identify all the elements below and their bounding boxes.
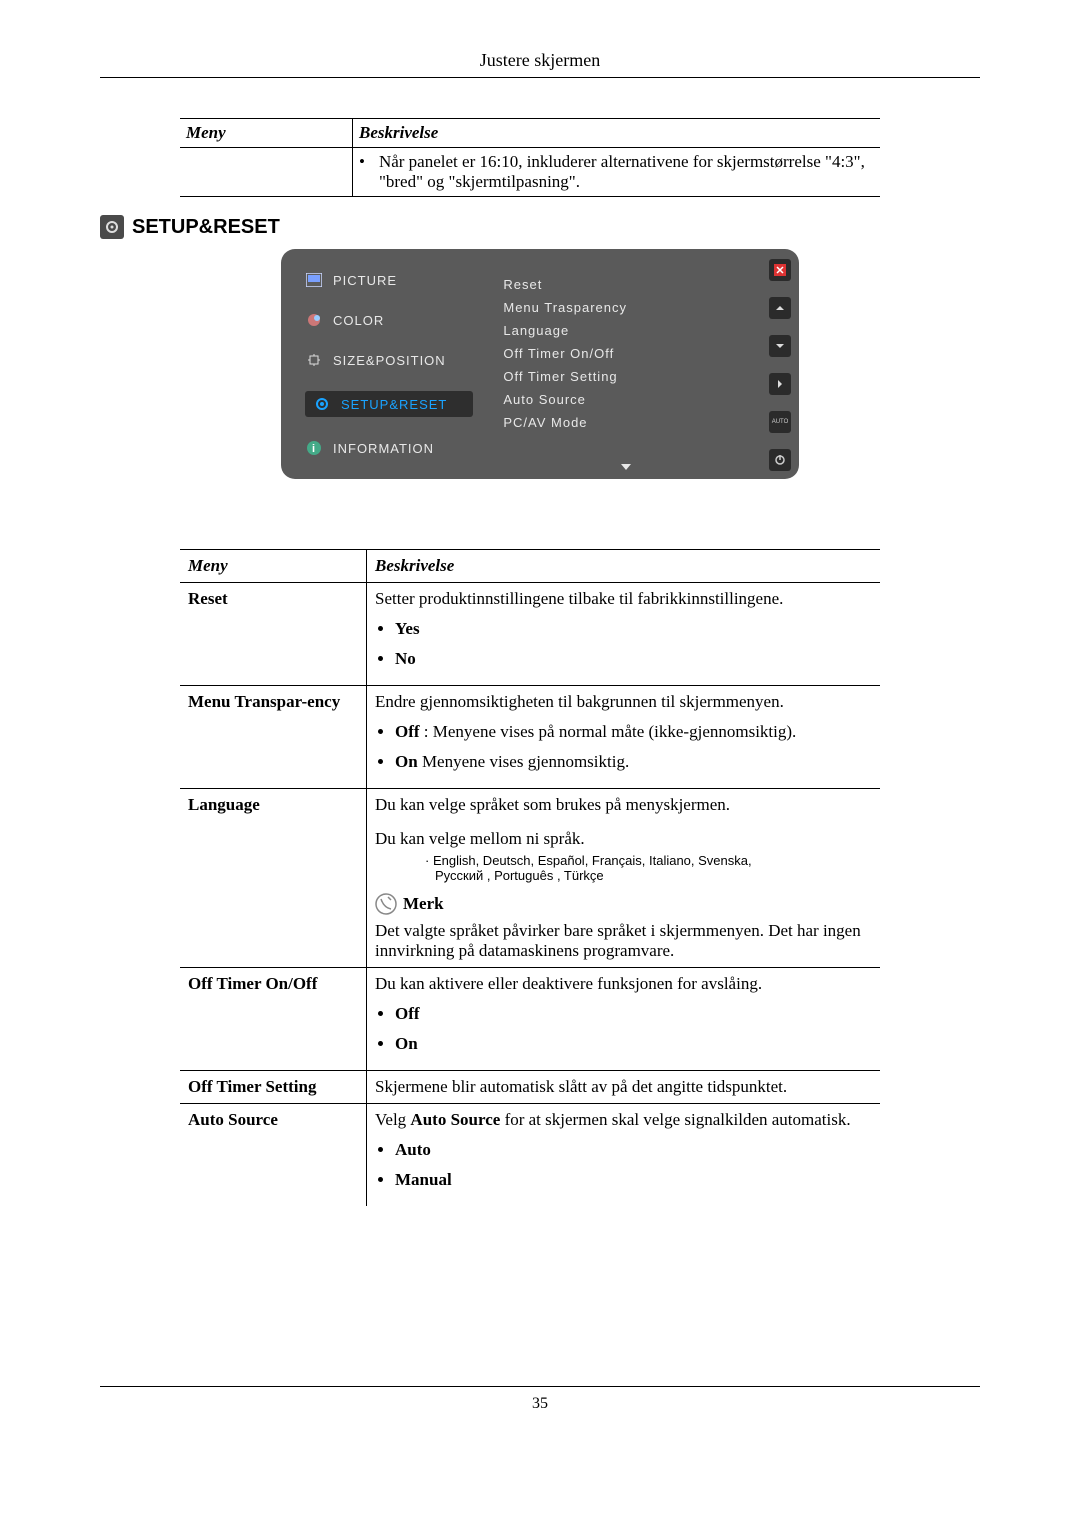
row-language-note-label: Merk: [403, 894, 444, 914]
row-offtimer-onoff-opt-off: Off: [395, 1004, 872, 1024]
row-menutrans-options: Off : Menyene vises på normal måte (ikke…: [395, 722, 872, 772]
osd-right-offtimer-onoff: Off Timer On/Off: [503, 346, 627, 361]
top-table: Meny Beskrivelse • Når panelet er 16:10,…: [180, 118, 880, 197]
setupreset-icon: [313, 395, 331, 413]
section-title: SETUP&RESET: [132, 216, 280, 239]
row-language-note-text: Det valgte språket påvirker bare språket…: [375, 921, 872, 961]
osd-right-language: Language: [503, 323, 627, 338]
top-table-bullet-text: Når panelet er 16:10, inkluderer alterna…: [379, 152, 874, 192]
settings-table: Meny Beskrivelse Reset Setter produktinn…: [180, 549, 880, 1206]
row-offtimer-onoff-opt-on: On: [395, 1034, 872, 1054]
top-table-empty-cell: [180, 148, 353, 197]
power-icon: [769, 449, 791, 471]
row-offtimer-onoff-options: Off On: [395, 1004, 872, 1054]
row-autosource-opt-manual: Manual: [395, 1170, 872, 1190]
page-header-title: Justere skjermen: [100, 50, 980, 71]
arrow-up-icon: [769, 297, 791, 319]
row-autosource-text-post: for at skjermen skal velge signalkilden …: [500, 1110, 850, 1129]
row-language-desc: Du kan velge språket som brukes på menys…: [367, 789, 881, 968]
top-table-col-menu: Meny: [180, 119, 353, 148]
osd-panel: PICTURE COLOR SIZE&POSITION SETUP&RESET …: [281, 249, 799, 479]
row-autosource-desc: Velg Auto Source for at skjermen skal ve…: [367, 1104, 881, 1207]
settings-col-desc: Beskrivelse: [367, 550, 881, 583]
osd-label-information: INFORMATION: [333, 441, 434, 456]
row-menutrans-desc: Endre gjennomsiktigheten til bakgrunnen …: [367, 686, 881, 789]
row-reset-opt-no: No: [395, 649, 872, 669]
arrow-right-icon: [769, 373, 791, 395]
row-menutrans-opt-on-bold: On: [395, 752, 418, 771]
osd-item-sizepos: SIZE&POSITION: [305, 351, 473, 369]
row-autosource-text: Velg Auto Source for at skjermen skal ve…: [375, 1110, 872, 1130]
row-reset-opt-yes: Yes: [395, 619, 872, 639]
row-autosource-options: Auto Manual: [395, 1140, 872, 1190]
osd-badge-stack: AUTO: [769, 259, 791, 471]
osd-screenshot: PICTURE COLOR SIZE&POSITION SETUP&RESET …: [100, 249, 980, 479]
row-language-note-row: Merk: [375, 893, 872, 915]
top-table-desc-cell: • Når panelet er 16:10, inkluderer alter…: [353, 148, 881, 197]
color-icon: [305, 311, 323, 329]
row-language-text1: Du kan velge språket som brukes på menys…: [375, 795, 872, 815]
row-offtimer-onoff-label: Off Timer On/Off: [180, 968, 367, 1071]
row-language-list: · English, Deutsch, Español, Français, I…: [425, 853, 872, 883]
row-language-list-line2: Русский , Português , Türkçe: [425, 868, 872, 883]
row-language-list-line1: · English, Deutsch, Español, Français, I…: [425, 853, 872, 868]
row-menutrans-opt-on-rest: Menyene vises gjennomsiktig.: [418, 752, 630, 771]
information-icon: i: [305, 439, 323, 457]
picture-icon: [305, 271, 323, 289]
settings-col-menu: Meny: [180, 550, 367, 583]
row-reset-desc: Setter produktinnstillingene tilbake til…: [367, 583, 881, 686]
row-reset-label: Reset: [180, 583, 367, 686]
row-menutrans-label: Menu Transpar-ency: [180, 686, 367, 789]
row-autosource-label: Auto Source: [180, 1104, 367, 1207]
osd-label-color: COLOR: [333, 313, 384, 328]
gear-icon: [100, 215, 124, 239]
osd-right-menutrans: Menu Trasparency: [503, 300, 627, 315]
osd-scroll-down-icon: [620, 463, 632, 473]
osd-item-setupreset: SETUP&RESET: [305, 391, 473, 417]
note-icon: [375, 893, 397, 915]
osd-right-pcav: PC/AV Mode: [503, 415, 627, 430]
row-menutrans-opt-off: Off : Menyene vises på normal måte (ikke…: [395, 722, 872, 742]
osd-item-picture: PICTURE: [305, 271, 473, 289]
header-rule: [100, 77, 980, 78]
row-menutrans-opt-off-rest: : Menyene vises på normal måte (ikke-gje…: [420, 722, 797, 741]
bullet-icon: •: [359, 152, 365, 192]
row-reset-text: Setter produktinnstillingene tilbake til…: [375, 589, 872, 609]
osd-right-col: Reset Menu Trasparency Language Off Time…: [503, 271, 627, 457]
row-offtimer-setting-label: Off Timer Setting: [180, 1071, 367, 1104]
sizepos-icon: [305, 351, 323, 369]
row-reset-options: Yes No: [395, 619, 872, 669]
row-menutrans-opt-on: On Menyene vises gjennomsiktig.: [395, 752, 872, 772]
row-language-text2: Du kan velge mellom ni språk.: [375, 829, 872, 849]
section-heading: SETUP&RESET: [100, 215, 980, 239]
osd-right-offtimer-setting: Off Timer Setting: [503, 369, 627, 384]
osd-left-col: PICTURE COLOR SIZE&POSITION SETUP&RESET …: [295, 271, 473, 457]
row-offtimer-onoff-desc: Du kan aktivere eller deaktivere funksjo…: [367, 968, 881, 1071]
top-table-col-desc: Beskrivelse: [353, 119, 881, 148]
row-offtimer-setting-text: Skjermene blir automatisk slått av på de…: [375, 1077, 872, 1097]
osd-label-setupreset: SETUP&RESET: [341, 397, 447, 412]
footer-rule: [100, 1386, 980, 1387]
row-offtimer-setting-desc: Skjermene blir automatisk slått av på de…: [367, 1071, 881, 1104]
osd-item-information: i INFORMATION: [305, 439, 473, 457]
close-icon: [769, 259, 791, 281]
row-language-label: Language: [180, 789, 367, 968]
page-number: 35: [532, 1395, 548, 1412]
osd-right-reset: Reset: [503, 277, 627, 292]
row-autosource-text-pre: Velg: [375, 1110, 410, 1129]
row-autosource-opt-auto: Auto: [395, 1140, 872, 1160]
page-footer: 35: [100, 1386, 980, 1413]
osd-item-color: COLOR: [305, 311, 473, 329]
row-menutrans-text: Endre gjennomsiktigheten til bakgrunnen …: [375, 692, 872, 712]
auto-badge: AUTO: [769, 411, 791, 433]
page: Justere skjermen Meny Beskrivelse • Når …: [0, 0, 1080, 1453]
svg-text:i: i: [312, 443, 316, 455]
osd-right-autosource: Auto Source: [503, 392, 627, 407]
row-autosource-text-bold: Auto Source: [410, 1110, 500, 1129]
osd-label-sizepos: SIZE&POSITION: [333, 353, 446, 368]
osd-label-picture: PICTURE: [333, 273, 397, 288]
arrow-down-icon: [769, 335, 791, 357]
row-menutrans-opt-off-bold: Off: [395, 722, 420, 741]
row-offtimer-onoff-text: Du kan aktivere eller deaktivere funksjo…: [375, 974, 872, 994]
